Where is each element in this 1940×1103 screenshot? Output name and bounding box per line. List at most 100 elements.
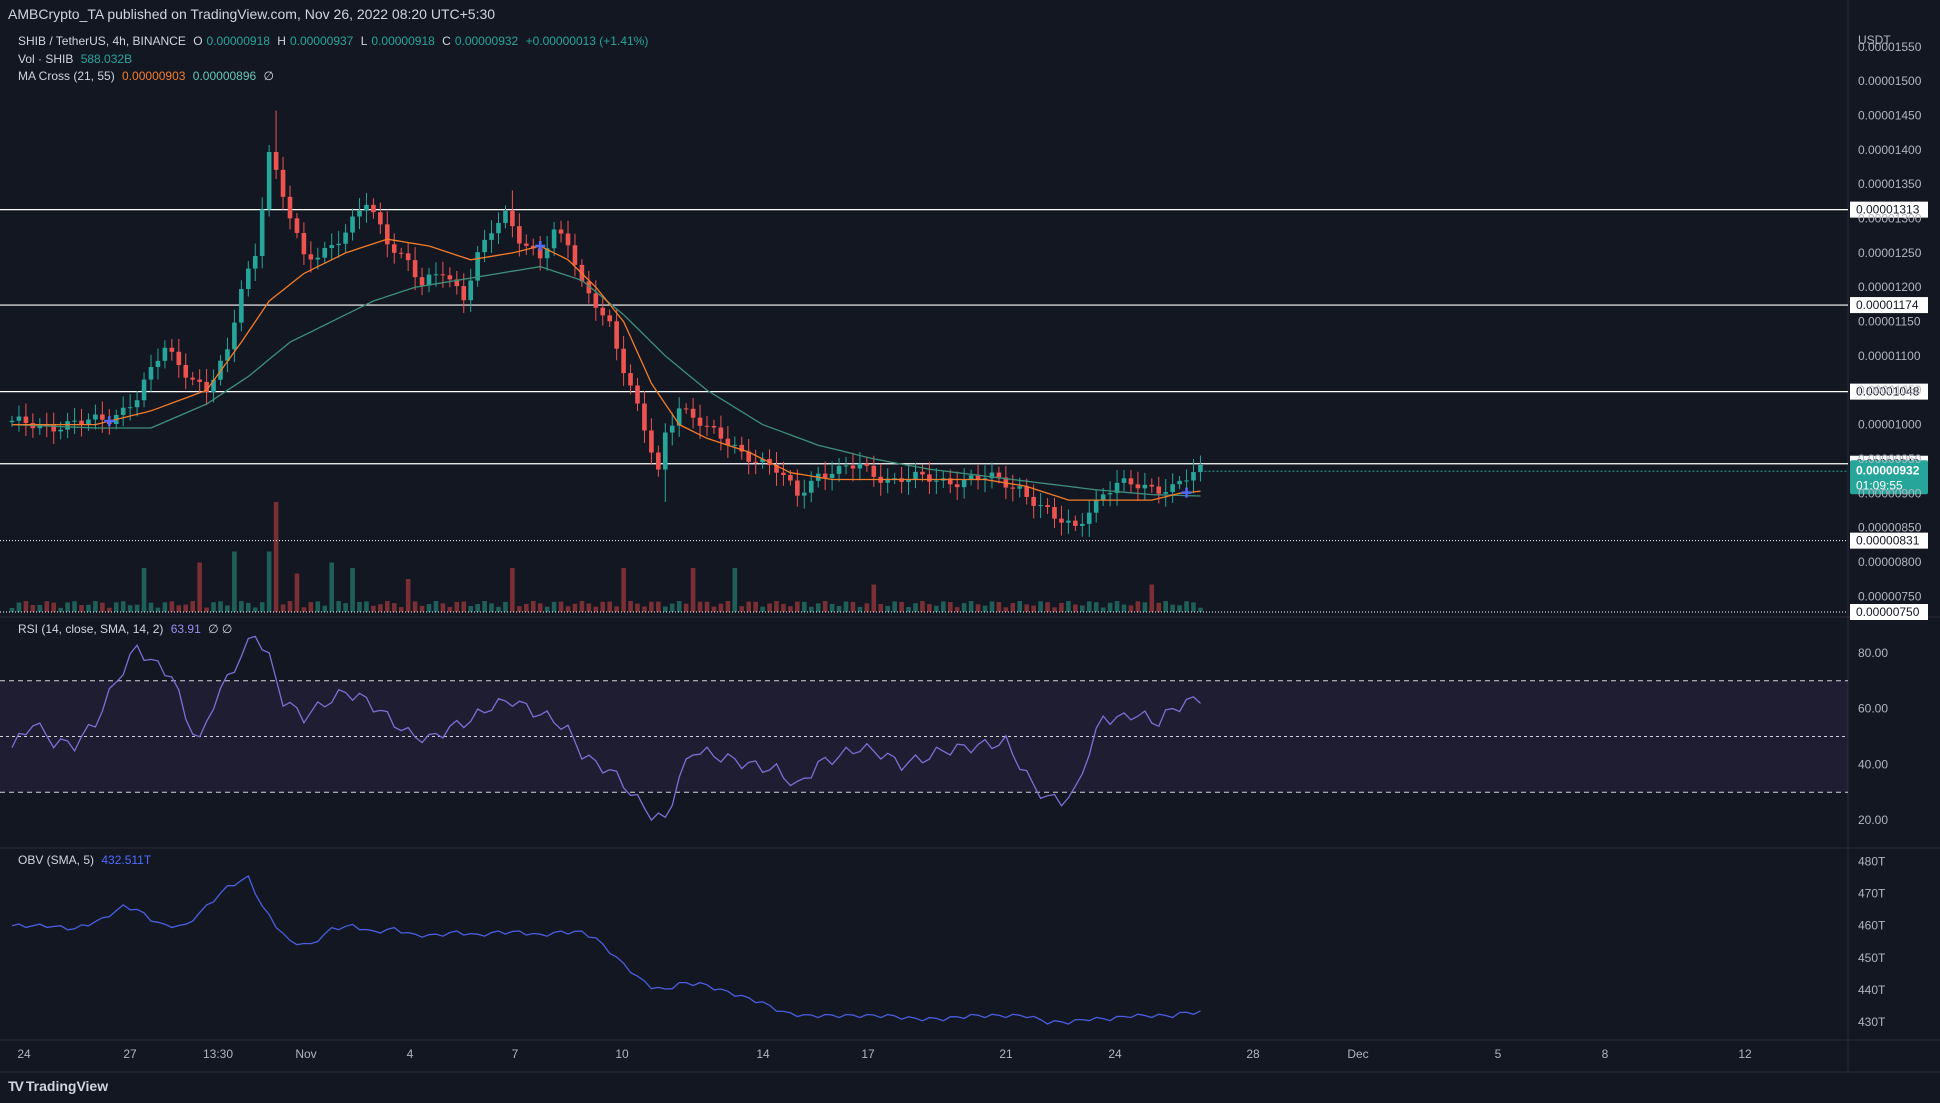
rsi-tick-label: 80.00	[1858, 646, 1888, 660]
volume-bar	[843, 601, 849, 612]
low-label: L	[360, 34, 368, 48]
candle-body	[586, 281, 592, 294]
candle-body	[301, 232, 307, 255]
volume-bar	[1080, 605, 1085, 612]
volume-bar	[968, 601, 974, 612]
volume-bar	[537, 603, 543, 612]
symbol-name: SHIB / TetherUS, 4h, BINANCE	[18, 34, 186, 48]
candle-body	[746, 451, 751, 462]
price-tick-label: 0.00001200	[1858, 280, 1922, 294]
time-tick-label: 7	[512, 1047, 519, 1061]
symbol-legend[interactable]: SHIB / TetherUS, 4h, BINANCE O 0.00000918…	[18, 34, 652, 48]
candle-body	[864, 463, 870, 466]
candle-body	[802, 492, 807, 496]
candle-body	[252, 256, 258, 269]
candle-body	[343, 232, 348, 244]
rsi-legend[interactable]: RSI (14, close, SMA, 14, 2) 63.91 ∅ ∅	[18, 622, 236, 636]
candle-body	[1066, 520, 1071, 523]
candle-body	[704, 425, 710, 427]
volume-bar	[1107, 602, 1113, 612]
volume-bar	[1031, 605, 1036, 612]
volume-bar	[1184, 601, 1189, 612]
cross-marker	[104, 416, 115, 427]
close-label: C	[442, 34, 451, 48]
volume-bar	[204, 607, 209, 612]
candle-body	[1031, 496, 1036, 506]
publish-header: AMBCrypto_TA published on TradingView.co…	[8, 6, 496, 22]
volume-bar	[1093, 602, 1099, 612]
volume-bar	[975, 604, 981, 612]
volume-bar	[517, 606, 522, 612]
price-tick-label: 0.00000750	[1858, 589, 1922, 603]
candle-body	[781, 472, 786, 475]
candle-body	[336, 243, 341, 246]
candle-body	[1093, 499, 1099, 513]
candle-body	[1045, 505, 1050, 508]
candle-body	[322, 248, 328, 258]
volume-bar	[989, 601, 995, 612]
volume-bar	[329, 562, 334, 612]
last-price-label: 0.00000932	[1856, 463, 1920, 477]
candle-body	[537, 248, 543, 259]
volume-bar	[996, 602, 1002, 612]
volume-bar	[93, 601, 98, 612]
grid-lines	[0, 0, 1940, 1073]
rsi-line	[11, 635, 1201, 822]
obv-tick-label: 450T	[1858, 951, 1886, 965]
candle-body	[100, 414, 105, 420]
candle-body	[906, 478, 911, 482]
volume-bar	[656, 601, 661, 612]
level-badge	[1850, 297, 1928, 314]
obv-tick-label: 480T	[1858, 854, 1886, 868]
volume-bar	[169, 601, 175, 612]
candle-body	[517, 226, 522, 244]
candle-body	[1114, 482, 1120, 494]
tradingview-brand[interactable]: TV TradingView	[8, 1078, 108, 1094]
volume-bar	[412, 601, 418, 612]
volume-legend[interactable]: Vol · SHIB 588.032B	[18, 52, 136, 66]
volume-bar	[544, 606, 550, 612]
cross-marker	[535, 241, 546, 252]
candle-body	[1163, 492, 1168, 494]
candle-body	[1142, 484, 1148, 489]
volume-bar	[16, 602, 22, 612]
volume-bar	[572, 603, 578, 612]
volume-bar	[23, 601, 29, 612]
time-tick-label: 5	[1495, 1047, 1502, 1061]
volume-bar	[503, 601, 508, 612]
volume-bar	[836, 606, 842, 612]
candle-body	[461, 286, 467, 301]
obv-legend[interactable]: OBV (SMA, 5) 432.511T	[18, 853, 155, 867]
candle-body	[628, 373, 633, 386]
ma-cross-legend[interactable]: MA Cross (21, 55) 0.00000903 0.00000896 …	[18, 69, 278, 83]
candle-body	[378, 212, 383, 225]
volume-bar	[211, 602, 216, 612]
volume-bar	[336, 601, 341, 612]
volume-bar	[1156, 602, 1162, 612]
candle-body	[225, 349, 230, 361]
volume-bar	[86, 604, 91, 612]
volume-label: Vol · SHIB	[18, 52, 74, 66]
volume-bar	[774, 601, 779, 612]
candle-body	[9, 420, 15, 423]
candle-body	[753, 461, 758, 463]
volume-bar	[148, 602, 154, 612]
candle-body	[155, 360, 161, 368]
volume-bar	[1121, 604, 1127, 612]
volume-bar	[1003, 607, 1009, 612]
volume-bar	[100, 602, 105, 612]
candle-body	[850, 465, 856, 469]
volume-bar	[225, 605, 230, 612]
candle-body	[934, 480, 939, 482]
candle-body	[808, 480, 814, 493]
candle-body	[572, 245, 578, 265]
candle-body	[920, 471, 925, 475]
volume-bar	[301, 607, 307, 612]
volume-bar	[857, 606, 863, 612]
candle-body	[1156, 486, 1162, 494]
level-badge-label: 0.00001048	[1856, 385, 1920, 399]
rsi-pane	[0, 635, 1848, 822]
candle-body	[266, 152, 272, 210]
volume-bar	[864, 603, 870, 612]
open-label: O	[193, 34, 203, 48]
